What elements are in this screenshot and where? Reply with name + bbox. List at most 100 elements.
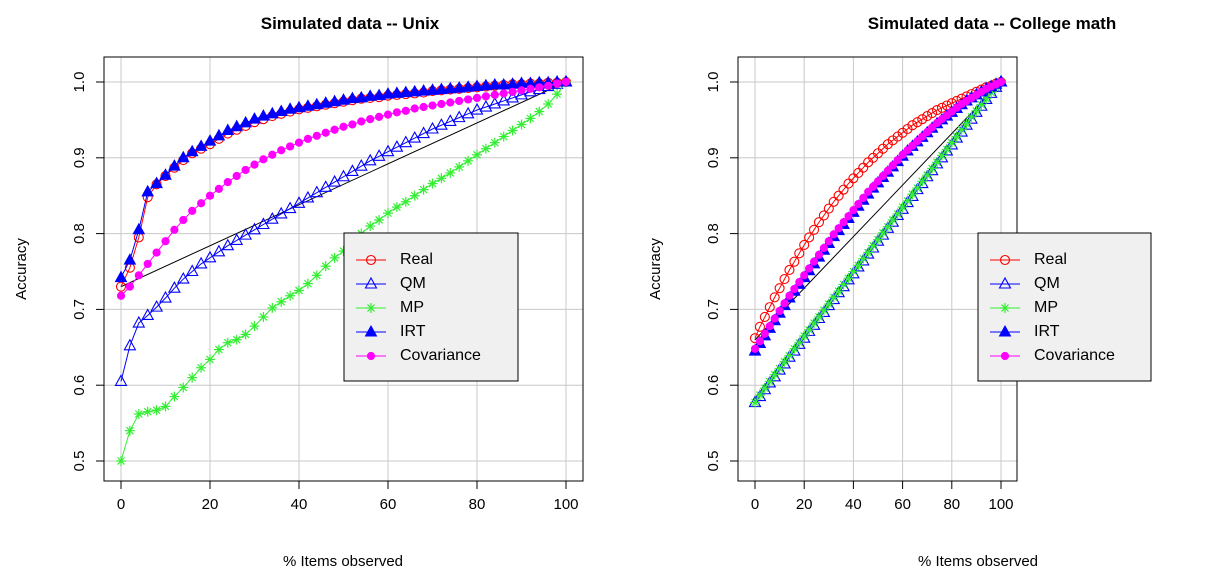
data-point xyxy=(470,102,484,115)
data-point xyxy=(320,261,331,272)
legend-label: Real xyxy=(400,251,433,268)
data-point xyxy=(461,106,475,119)
x-tick-label: 20 xyxy=(202,496,219,513)
data-point xyxy=(774,283,785,294)
data-point xyxy=(123,253,137,265)
data-point xyxy=(971,105,982,116)
data-point xyxy=(834,224,843,233)
data-point xyxy=(185,264,199,277)
data-point xyxy=(936,102,948,113)
data-point xyxy=(383,208,393,219)
data-point xyxy=(392,108,401,117)
data-point xyxy=(908,141,917,150)
data-point xyxy=(178,382,189,393)
legend-marker xyxy=(364,324,378,337)
data-point xyxy=(755,337,765,346)
data-point xyxy=(134,271,143,280)
x-tick-label: 100 xyxy=(553,496,578,513)
data-point xyxy=(339,122,348,131)
y-tick-label: 0.7 xyxy=(705,299,722,320)
data-point xyxy=(809,318,820,329)
series-line xyxy=(120,81,567,382)
chart-panel-1: Simulated data -- Unix 0 20 40 60 80 100 0.5 0.6… xyxy=(13,14,584,570)
data-point xyxy=(302,278,313,289)
data-point xyxy=(893,155,902,165)
data-point xyxy=(176,271,190,284)
data-point xyxy=(328,94,341,107)
data-point xyxy=(506,90,520,103)
x-tick-label: 40 xyxy=(845,496,862,513)
data-point xyxy=(490,90,499,99)
data-point xyxy=(775,306,784,316)
data-point xyxy=(464,95,473,104)
data-point xyxy=(248,112,261,124)
x-tick-label: 100 xyxy=(988,496,1013,513)
data-point xyxy=(286,142,295,151)
data-point xyxy=(303,134,312,143)
data-point xyxy=(446,98,455,107)
data-point xyxy=(784,264,795,276)
y-axis-label: Accuracy xyxy=(647,238,664,300)
data-point xyxy=(507,125,518,136)
data-point xyxy=(961,118,972,129)
data-point xyxy=(838,184,849,195)
data-point xyxy=(784,350,795,361)
data-point xyxy=(354,90,368,103)
y-axis-label: Accuracy xyxy=(13,238,30,300)
legend-label: IRT xyxy=(400,323,426,340)
data-point xyxy=(508,87,517,96)
x-tick-label: 0 xyxy=(751,496,759,513)
data-point xyxy=(515,87,528,100)
x-tick-label: 80 xyxy=(469,496,486,513)
data-point xyxy=(903,146,912,155)
y-tick-label: 0.9 xyxy=(71,147,88,168)
legend-marker xyxy=(998,276,1012,289)
data-point xyxy=(818,210,829,221)
data-point xyxy=(498,131,509,142)
data-point xyxy=(114,374,128,386)
x-axis-label: % Items observed xyxy=(918,553,1038,570)
y-axis: 0.5 0.6 0.7 0.8 0.9 1.0 xyxy=(705,72,738,471)
data-point xyxy=(265,106,279,119)
data-point xyxy=(804,324,815,335)
data-point xyxy=(535,83,544,92)
data-point xyxy=(114,270,128,283)
series-line xyxy=(754,81,1002,352)
data-point xyxy=(292,100,306,113)
legend-marker xyxy=(366,303,376,313)
data-point xyxy=(839,218,848,227)
data-point xyxy=(931,104,943,116)
data-point xyxy=(428,101,437,110)
data-point xyxy=(774,363,785,374)
data-point xyxy=(779,274,790,285)
data-point xyxy=(231,334,242,345)
data-point xyxy=(873,177,883,186)
data-point xyxy=(818,305,829,316)
data-point xyxy=(419,102,428,112)
data-point xyxy=(956,124,967,135)
data-point xyxy=(372,149,386,161)
legend-item-qm: QM xyxy=(990,275,1060,292)
data-point xyxy=(445,167,456,178)
data-point xyxy=(400,196,411,207)
data-point xyxy=(329,252,340,263)
data-point xyxy=(142,406,153,417)
data-point xyxy=(417,126,431,139)
data-point xyxy=(750,397,760,408)
x-axis-label: % Items observed xyxy=(283,553,403,570)
data-point xyxy=(488,77,502,90)
legend-marker xyxy=(366,351,376,361)
data-point xyxy=(250,160,259,169)
legend-label: QM xyxy=(1034,275,1060,292)
y-tick-label: 0.6 xyxy=(705,375,722,396)
legend-label: IRT xyxy=(1034,323,1060,340)
data-point xyxy=(188,206,197,215)
chart-title: Simulated data -- College math xyxy=(868,14,1116,33)
x-tick-label: 40 xyxy=(291,496,308,513)
data-point xyxy=(443,114,457,126)
data-point xyxy=(843,273,854,284)
data-point xyxy=(437,99,446,109)
grid xyxy=(738,57,1017,481)
data-point xyxy=(883,166,892,175)
